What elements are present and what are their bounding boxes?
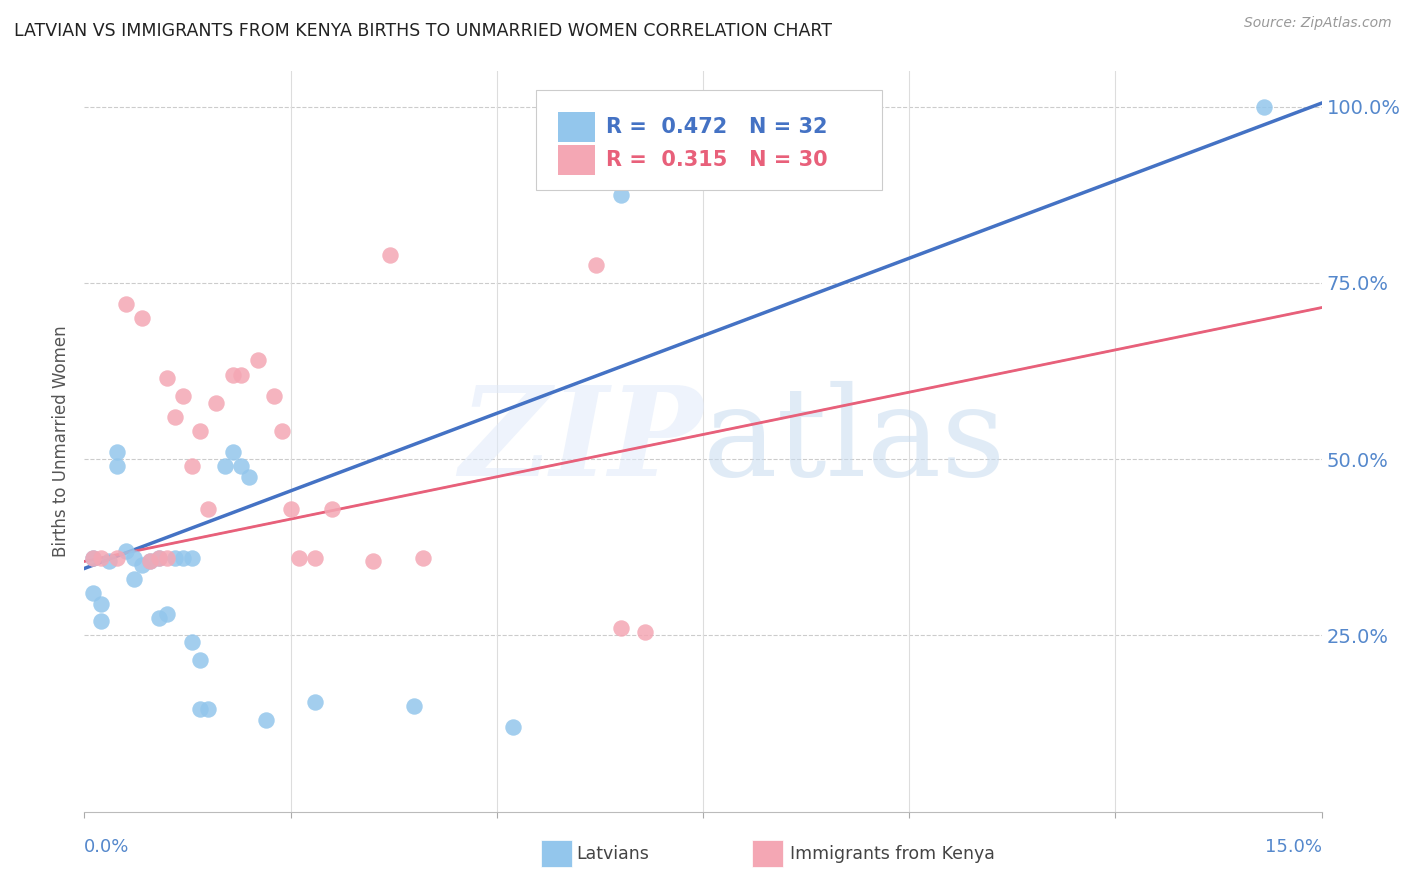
Point <box>82 586 104 600</box>
Point <box>280 501 302 516</box>
Point <box>378 248 401 262</box>
Point <box>131 311 153 326</box>
Point <box>156 550 179 565</box>
Point <box>321 501 343 516</box>
Point <box>114 297 136 311</box>
Point <box>131 558 153 572</box>
Point <box>165 409 187 424</box>
Text: Immigrants from Kenya: Immigrants from Kenya <box>790 845 995 863</box>
Point <box>139 554 162 568</box>
Point <box>609 621 631 635</box>
Point <box>180 550 202 565</box>
Point <box>271 424 294 438</box>
Point <box>82 550 104 565</box>
Bar <box>558 112 595 142</box>
Text: Latvians: Latvians <box>576 845 650 863</box>
Point <box>404 698 426 713</box>
Text: LATVIAN VS IMMIGRANTS FROM KENYA BIRTHS TO UNMARRIED WOMEN CORRELATION CHART: LATVIAN VS IMMIGRANTS FROM KENYA BIRTHS … <box>14 22 832 40</box>
Point <box>180 635 202 649</box>
Point <box>105 550 128 565</box>
Point <box>222 368 245 382</box>
Point <box>263 389 285 403</box>
Point <box>105 459 128 474</box>
Text: atlas: atlas <box>703 381 1007 502</box>
Point <box>148 550 170 565</box>
Point <box>246 353 269 368</box>
Point <box>222 445 245 459</box>
Point <box>304 550 326 565</box>
Point <box>304 695 326 709</box>
Point <box>238 470 260 484</box>
Point <box>114 544 136 558</box>
Point <box>412 550 434 565</box>
Point <box>98 554 121 568</box>
Point <box>634 624 657 639</box>
Point <box>585 258 607 272</box>
Point <box>148 550 170 565</box>
Point <box>172 550 194 565</box>
Text: Source: ZipAtlas.com: Source: ZipAtlas.com <box>1244 16 1392 30</box>
Point <box>188 702 211 716</box>
Point <box>139 554 162 568</box>
Point <box>361 554 384 568</box>
Point <box>254 713 277 727</box>
Point <box>156 371 179 385</box>
Point <box>229 459 252 474</box>
Point <box>90 615 112 629</box>
Point <box>165 550 187 565</box>
Text: R =  0.315   N = 30: R = 0.315 N = 30 <box>606 150 828 170</box>
Point <box>288 550 311 565</box>
Point <box>188 424 211 438</box>
Point <box>229 368 252 382</box>
Point <box>172 389 194 403</box>
Point <box>156 607 179 622</box>
Point <box>105 445 128 459</box>
Text: 0.0%: 0.0% <box>84 838 129 856</box>
Point <box>1253 100 1275 114</box>
Point <box>90 550 112 565</box>
Y-axis label: Births to Unmarried Women: Births to Unmarried Women <box>52 326 70 558</box>
Point <box>122 572 145 586</box>
Point <box>122 550 145 565</box>
Text: R =  0.472   N = 32: R = 0.472 N = 32 <box>606 117 828 136</box>
Point <box>148 611 170 625</box>
Point <box>82 550 104 565</box>
Text: ZIP: ZIP <box>460 381 703 502</box>
Point <box>214 459 236 474</box>
Point <box>188 653 211 667</box>
Point <box>90 597 112 611</box>
Point <box>609 187 631 202</box>
Point <box>197 702 219 716</box>
Point <box>180 459 202 474</box>
Point <box>502 720 524 734</box>
Bar <box>558 145 595 175</box>
Point <box>197 501 219 516</box>
Text: 15.0%: 15.0% <box>1264 838 1322 856</box>
Point <box>205 396 228 410</box>
FancyBboxPatch shape <box>536 90 883 190</box>
